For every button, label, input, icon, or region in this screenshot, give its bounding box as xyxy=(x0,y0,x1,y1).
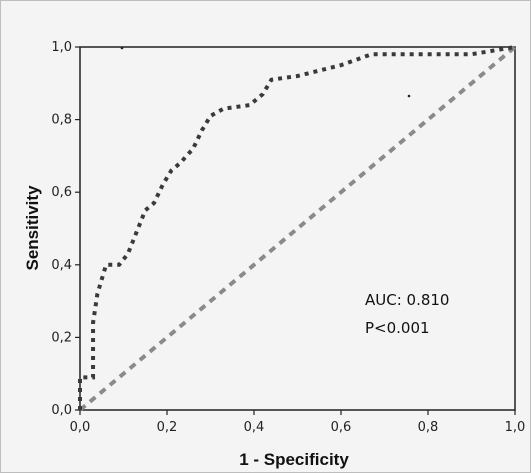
y-tick-label: 0,6 xyxy=(51,185,72,200)
x-tick-label: 0,6 xyxy=(331,420,352,435)
x-tick-label: 1,0 xyxy=(505,420,526,435)
stray-dot xyxy=(120,46,124,50)
y-tick-label: 0,4 xyxy=(51,258,72,273)
p-value-annotation: P<0.001 xyxy=(365,319,430,337)
x-axis-label: 1 - Specificity xyxy=(239,450,349,469)
y-tick-label: 0,2 xyxy=(51,330,72,345)
y-tick-label: 1,0 xyxy=(51,40,72,55)
x-axis-ticks: 0,0 0,2 0,4 0,6 0,8 1,0 xyxy=(70,410,526,435)
x-tick-label: 0,2 xyxy=(157,420,178,435)
y-tick-label: 0,0 xyxy=(51,403,72,418)
reference-diagonal-line xyxy=(78,45,517,412)
x-tick-label: 0,8 xyxy=(418,420,439,435)
y-tick-label: 0,8 xyxy=(51,113,72,128)
stray-dot xyxy=(407,94,411,98)
x-tick-label: 0,4 xyxy=(244,420,265,435)
auc-annotation: AUC: 0.810 xyxy=(365,291,449,309)
y-axis-label: Sensitivity xyxy=(23,185,42,271)
x-tick-label: 0,0 xyxy=(70,420,91,435)
y-axis-ticks: 0,0 0,2 0,4 0,6 0,8 1,0 xyxy=(51,40,80,418)
